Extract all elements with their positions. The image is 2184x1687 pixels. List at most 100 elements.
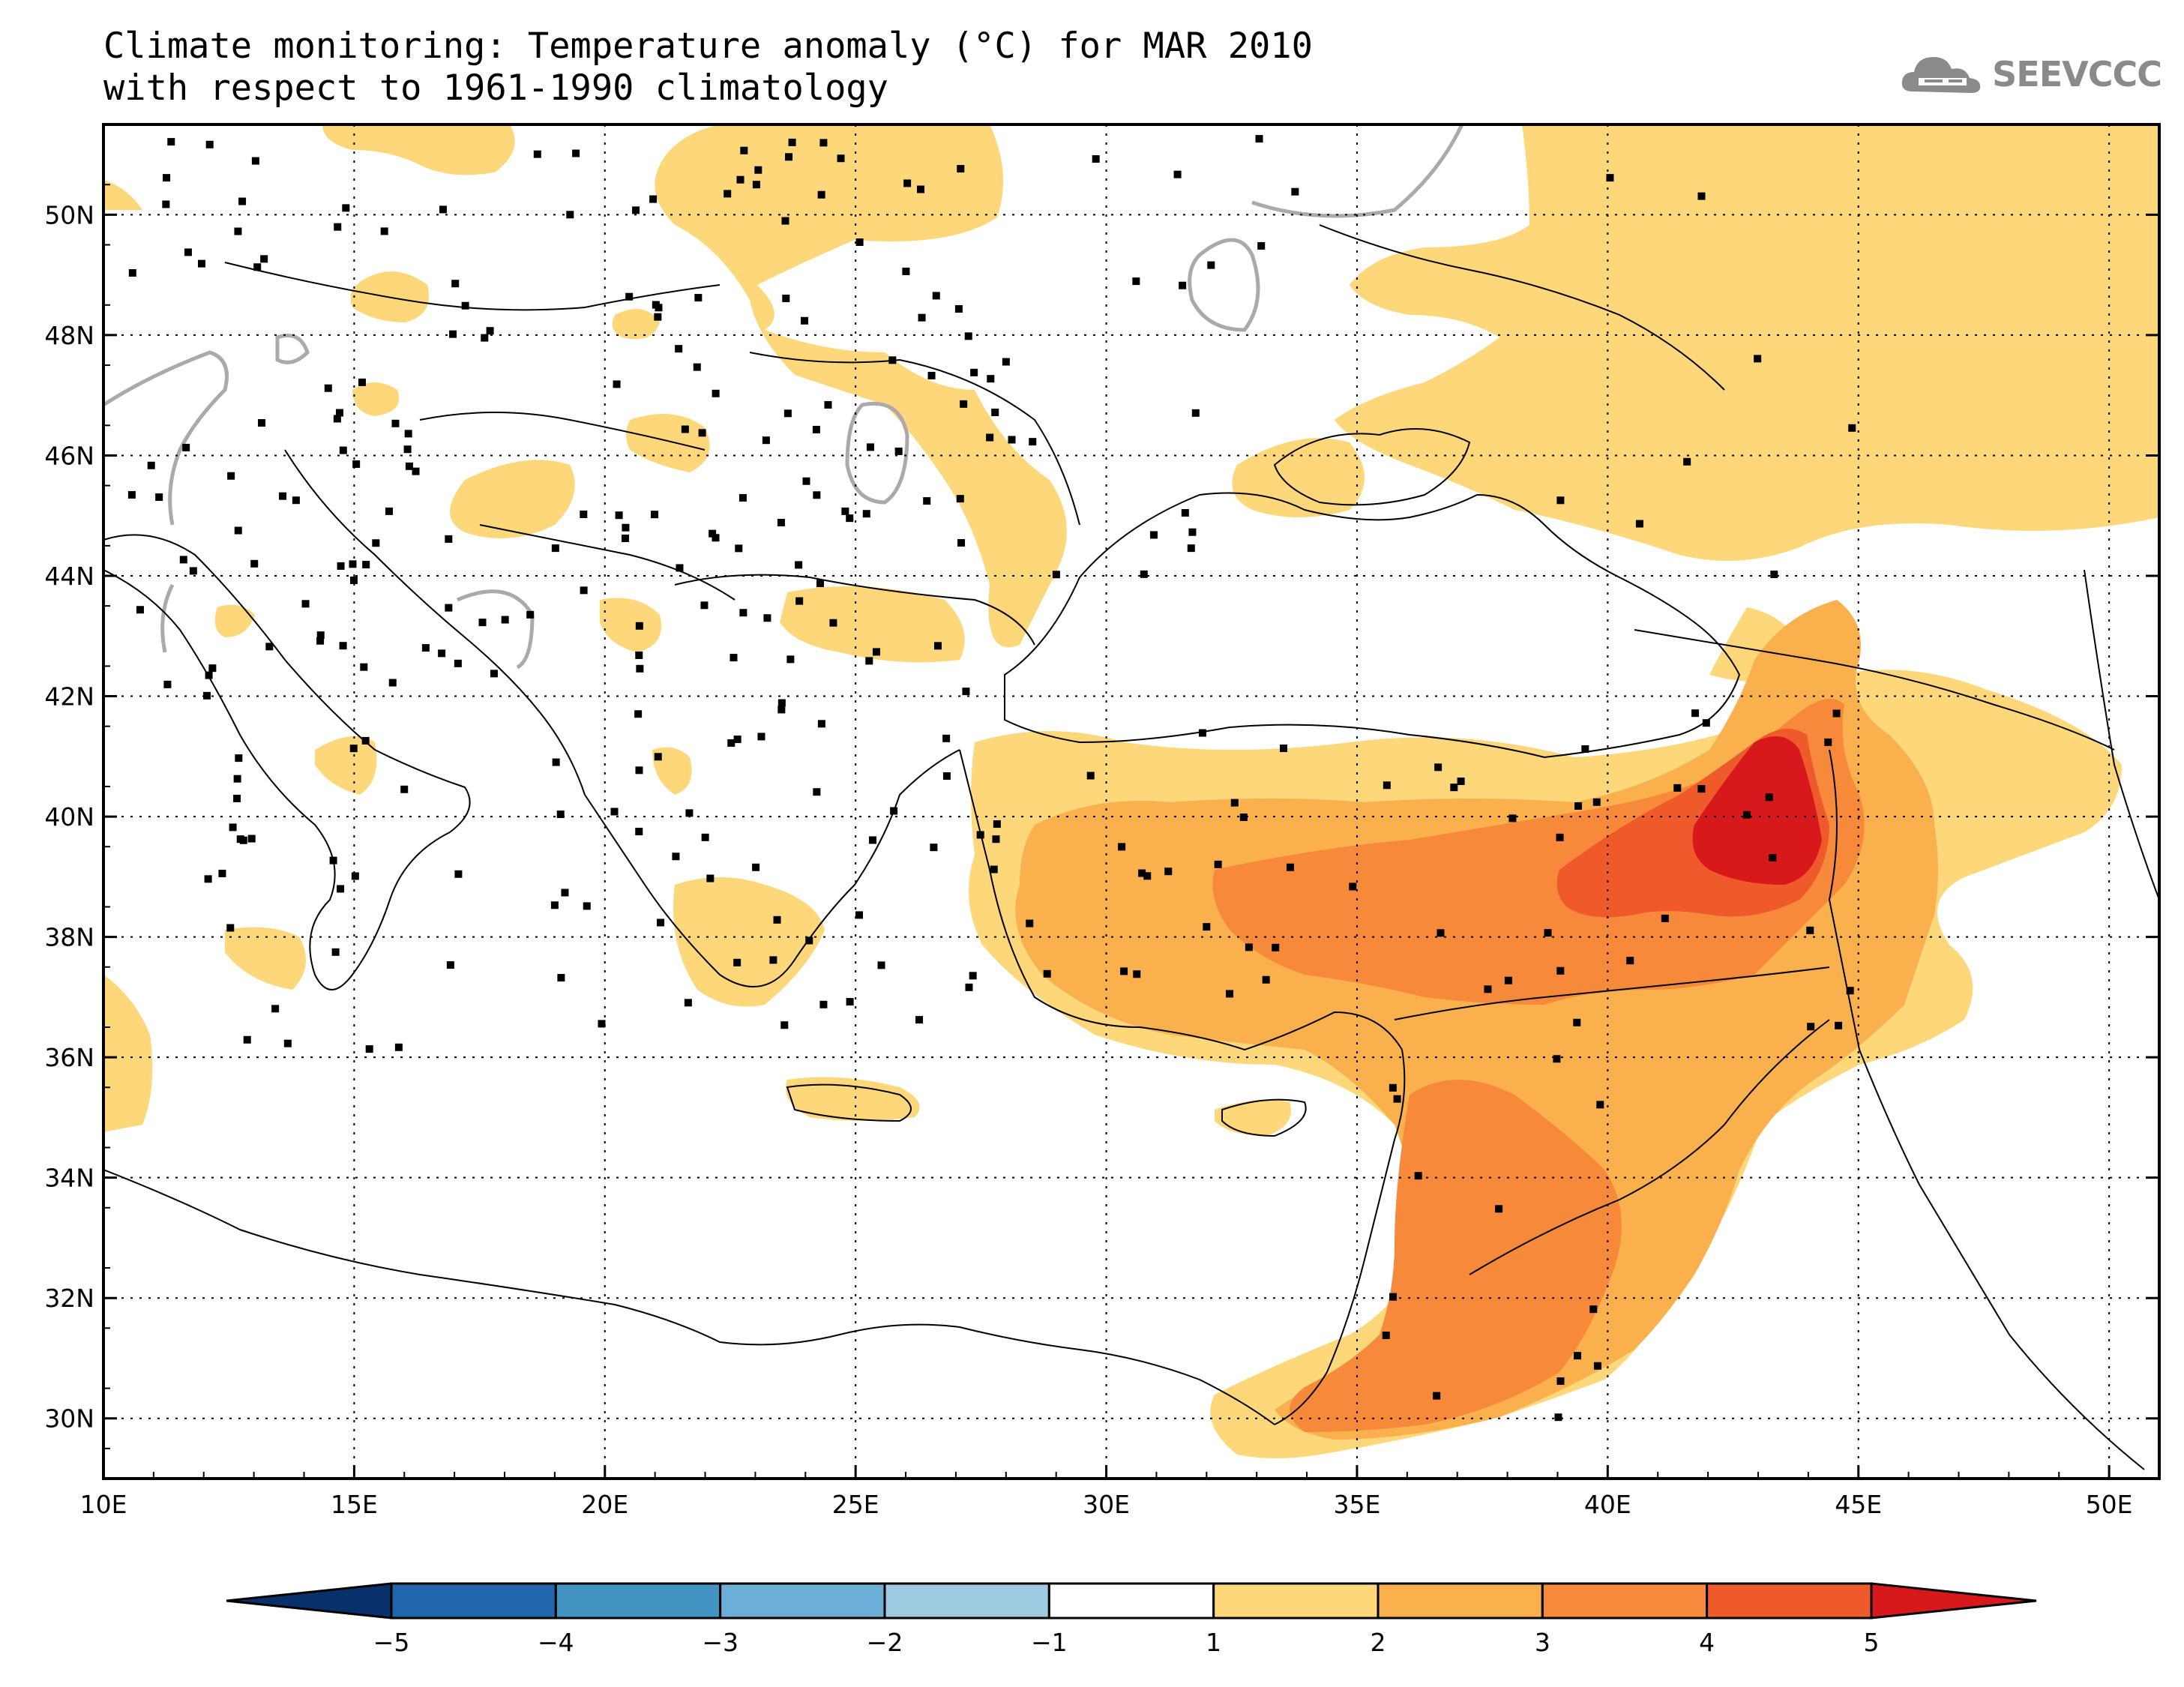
station-marker — [226, 924, 235, 932]
station-marker — [163, 680, 172, 688]
station-marker — [990, 865, 998, 873]
crimea-coast — [1273, 428, 1471, 506]
station-marker — [763, 614, 771, 622]
station-marker — [1279, 745, 1287, 753]
station-marker — [1239, 814, 1248, 822]
contour-italy — [160, 583, 175, 653]
station-marker — [824, 400, 832, 409]
greece-coast — [584, 749, 960, 987]
station-marker — [635, 766, 643, 775]
chart-title-line-1: Climate monitoring: Temperature anomaly … — [103, 25, 1313, 67]
station-marker — [1589, 1305, 1598, 1314]
black-sea-coast — [1004, 492, 1741, 759]
station-marker — [279, 492, 287, 500]
station-marker — [942, 772, 951, 781]
station-marker — [813, 491, 821, 499]
station-marker — [890, 807, 898, 815]
station-marker — [1702, 719, 1710, 727]
station-markers — [127, 135, 1856, 1422]
station-marker — [733, 736, 741, 744]
station-marker — [265, 643, 274, 651]
station-marker — [855, 238, 864, 247]
station-marker — [957, 538, 966, 547]
station-marker — [218, 869, 226, 877]
colorbar-label: −4 — [538, 1628, 574, 1657]
station-marker — [1848, 424, 1856, 432]
contour-alps — [103, 350, 229, 526]
station-marker — [334, 223, 342, 231]
lat-tick-label: 46N — [44, 441, 94, 470]
station-marker — [580, 586, 588, 595]
station-marker — [247, 835, 256, 843]
lat-tick-label: 36N — [44, 1043, 94, 1072]
station-marker — [561, 888, 569, 897]
station-marker — [915, 1016, 924, 1024]
border-balkans — [479, 524, 735, 601]
station-marker — [1255, 135, 1263, 143]
station-marker — [736, 175, 744, 184]
station-marker — [970, 368, 978, 376]
station-marker — [634, 710, 643, 718]
station-marker — [1198, 729, 1206, 737]
adriatic-east-coast — [284, 449, 586, 796]
zone-sicily — [225, 927, 306, 990]
station-marker — [331, 948, 340, 956]
africa-north-coast — [103, 1169, 1275, 1425]
station-marker — [203, 691, 211, 700]
italy-coast — [103, 534, 471, 990]
station-marker — [1262, 975, 1270, 984]
station-marker — [923, 497, 931, 505]
station-marker — [712, 534, 720, 542]
station-marker — [866, 443, 874, 451]
station-marker — [993, 820, 1001, 829]
zone-italy-south — [315, 736, 377, 795]
station-marker — [461, 301, 469, 310]
station-marker — [1846, 987, 1854, 995]
colorbar-label: −1 — [1031, 1628, 1068, 1657]
station-marker — [400, 785, 409, 793]
zone-slovakia — [612, 309, 660, 340]
station-marker — [147, 461, 155, 469]
lon-tick-label: 20E — [581, 1490, 628, 1519]
grid-lines — [103, 124, 2159, 1479]
colorbar-box — [1212, 1582, 1380, 1620]
zone-cyprus — [1215, 1099, 1291, 1136]
station-marker — [1697, 785, 1706, 793]
station-marker — [1143, 872, 1152, 880]
station-marker — [615, 511, 623, 520]
station-marker — [932, 292, 940, 300]
lat-tick-label: 48N — [44, 321, 94, 350]
station-marker — [802, 477, 810, 485]
colorbar-box — [883, 1582, 1050, 1620]
cloud-icon — [1901, 57, 1981, 93]
station-marker — [380, 227, 388, 235]
station-marker — [1553, 1055, 1561, 1063]
lon-tick-label: 10E — [80, 1490, 127, 1519]
station-marker — [700, 601, 709, 610]
contour-baltic — [1251, 124, 1464, 218]
station-marker — [324, 384, 332, 392]
station-marker — [1508, 814, 1517, 823]
zone-italy-central — [214, 604, 255, 637]
zone-crimea — [1232, 438, 1365, 517]
station-marker — [127, 490, 136, 499]
colorbar-arrow-max — [1870, 1582, 2037, 1620]
station-marker — [551, 544, 559, 553]
station-marker — [773, 915, 781, 924]
station-marker — [1504, 976, 1512, 984]
station-marker — [762, 436, 770, 445]
station-marker — [337, 885, 345, 893]
station-marker — [189, 567, 197, 575]
anomaly-field — [103, 124, 2159, 1479]
station-marker — [655, 304, 663, 312]
anomaly-zone-3-4 — [1212, 699, 1865, 1432]
station-marker — [583, 902, 591, 910]
station-marker — [902, 267, 910, 275]
station-marker — [1191, 409, 1200, 417]
lat-tick-label: 40N — [44, 802, 94, 832]
station-marker — [654, 753, 662, 761]
colorbar-label: −5 — [373, 1628, 410, 1657]
station-marker — [1226, 990, 1234, 998]
station-marker — [855, 911, 863, 919]
station-marker — [1349, 882, 1357, 891]
